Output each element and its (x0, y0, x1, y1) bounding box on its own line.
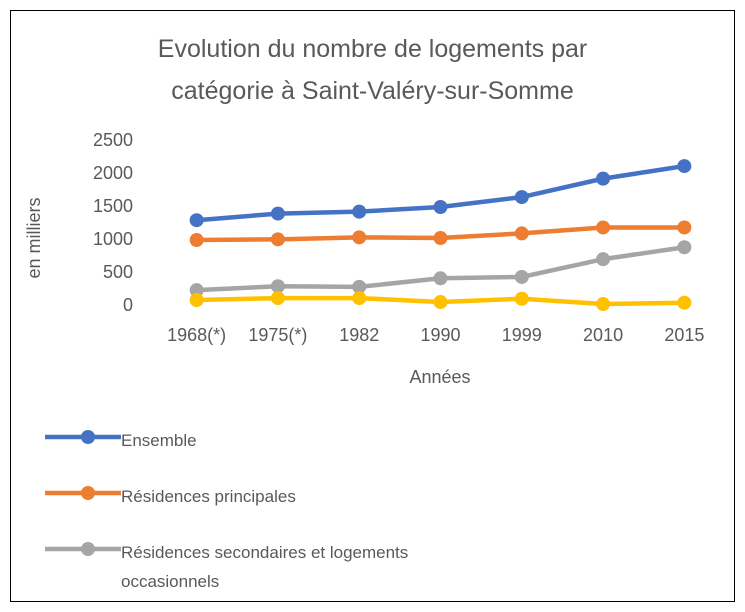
data-point (189, 293, 204, 308)
y-tick-label: 2000 (93, 163, 133, 183)
y-tick-label: 1500 (93, 196, 133, 216)
y-tick-label: 0 (123, 295, 133, 315)
data-point (433, 231, 448, 246)
y-tick-label: 2500 (93, 130, 133, 150)
data-point (270, 291, 285, 306)
data-point (677, 240, 692, 255)
legend: Ensemble Résidences principales Résidences… (45, 420, 505, 591)
x-tick-label: 2010 (583, 325, 623, 345)
legend-item: Résidences principales (45, 476, 505, 532)
data-point (352, 204, 367, 219)
data-point (270, 232, 285, 247)
y-tick-label: 500 (103, 262, 133, 282)
data-point (677, 159, 692, 174)
data-point (514, 269, 529, 284)
data-point (514, 226, 529, 241)
data-point (270, 279, 285, 294)
data-point (270, 206, 285, 221)
data-point (189, 283, 204, 298)
x-tick-label: 1975(*) (248, 325, 307, 345)
data-point (352, 230, 367, 245)
title-box: Evolution du nombre de logements par cat… (157, 35, 588, 105)
data-point (677, 220, 692, 235)
legend-item: Ensemble (45, 420, 505, 476)
legend-marker (81, 430, 95, 444)
data-point (189, 213, 204, 228)
x-tick-label: 1999 (502, 325, 542, 345)
data-point (677, 295, 692, 310)
data-point (596, 297, 611, 312)
x-tick-label: 1982 (339, 325, 379, 345)
data-point (352, 279, 367, 294)
data-point (596, 252, 611, 267)
x-tick-label: 1968(*) (167, 325, 226, 345)
data-point (596, 220, 611, 235)
data-point (433, 295, 448, 310)
data-point (189, 233, 204, 247)
y-tick-label: 1000 (93, 229, 133, 249)
legend-item: Résidences secondaires et logements occa… (45, 532, 505, 591)
legend-key (45, 486, 121, 500)
legend-label: Résidences secondaires et logements occa… (121, 543, 409, 591)
legend-marker (81, 542, 95, 556)
chart-title: Evolution du nombre de logements par cat… (157, 35, 588, 105)
legend-label: Résidences principales (121, 487, 296, 506)
data-point (514, 291, 529, 306)
x-axis-title: Années (409, 367, 470, 387)
data-point (433, 271, 448, 286)
x-tick-label: 2015 (664, 325, 704, 345)
x-tick-label: 1990 (420, 325, 460, 345)
data-point (596, 171, 611, 186)
data-point (514, 190, 529, 205)
legend-marker (81, 486, 95, 500)
legend-key (45, 542, 121, 556)
legend-label: Ensemble (121, 431, 197, 450)
legend-key (45, 430, 121, 444)
data-point (352, 291, 367, 306)
y-axis-title: en milliers (24, 197, 44, 278)
data-point (433, 200, 448, 214)
